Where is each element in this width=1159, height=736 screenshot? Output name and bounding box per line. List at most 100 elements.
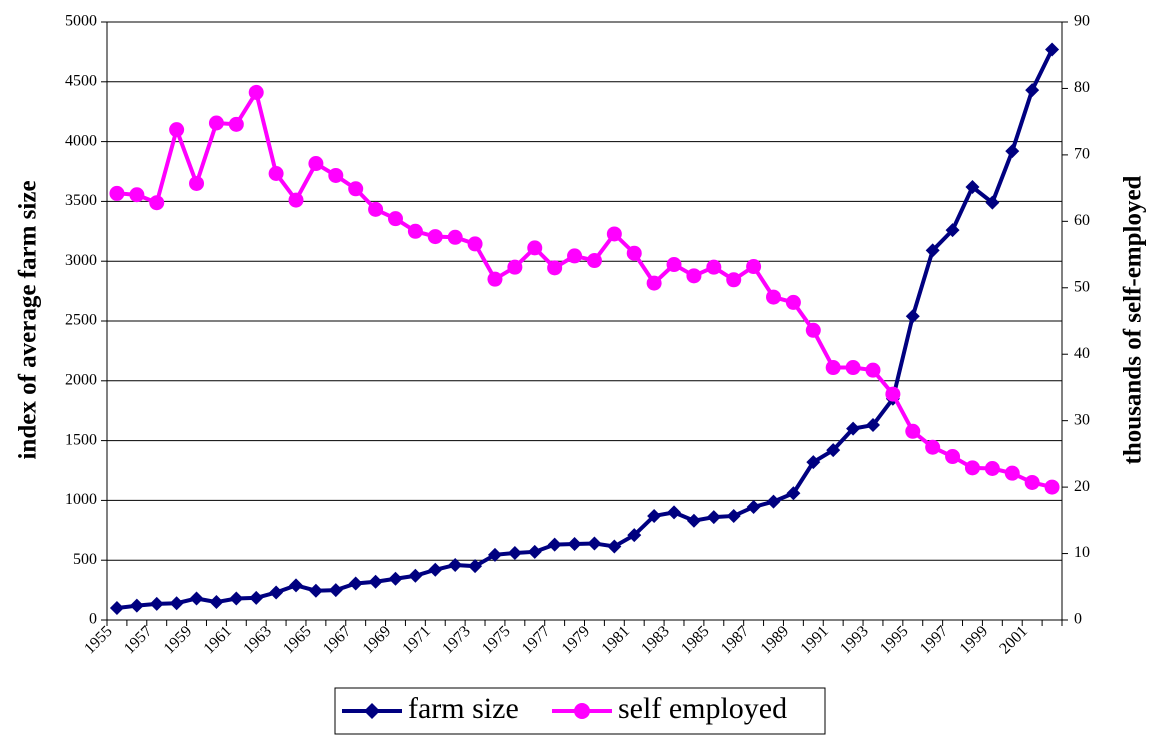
y-tick-label: 0 xyxy=(89,611,97,628)
marker xyxy=(547,537,562,552)
marker xyxy=(606,226,622,242)
y-tick-label: 2500 xyxy=(65,312,97,329)
x-tick-label: 1987 xyxy=(718,623,753,658)
marker xyxy=(408,568,423,583)
marker xyxy=(189,175,205,191)
marker xyxy=(547,260,563,276)
x-tick-label: 1955 xyxy=(81,623,116,658)
marker xyxy=(586,253,602,269)
marker xyxy=(865,418,880,433)
marker xyxy=(388,571,403,586)
marker xyxy=(328,583,343,598)
y2-tick-label: 70 xyxy=(1074,146,1090,163)
marker xyxy=(925,439,941,455)
marker xyxy=(607,539,622,554)
marker xyxy=(228,116,244,132)
marker xyxy=(288,192,304,208)
marker xyxy=(905,423,921,439)
marker xyxy=(189,591,204,606)
marker xyxy=(746,259,762,275)
marker xyxy=(647,508,662,523)
marker xyxy=(209,595,224,610)
x-tick-label: 1975 xyxy=(479,623,514,658)
marker xyxy=(249,590,264,605)
x-tick-label: 1989 xyxy=(758,623,793,658)
marker xyxy=(328,167,344,183)
marker xyxy=(208,115,224,131)
marker xyxy=(348,576,363,591)
marker xyxy=(248,84,264,100)
marker xyxy=(925,243,940,258)
y-axis-title: index of average farm size xyxy=(15,180,42,459)
marker xyxy=(846,421,861,436)
series-line xyxy=(116,48,1054,611)
marker xyxy=(1045,42,1060,57)
y2-axis-title: thousands of self-employed xyxy=(1120,175,1147,464)
marker xyxy=(587,536,602,551)
marker xyxy=(447,229,463,245)
marker xyxy=(985,195,1000,210)
marker xyxy=(726,272,742,288)
marker xyxy=(805,322,821,338)
marker xyxy=(229,591,244,606)
x-tick-label: 1967 xyxy=(320,623,355,658)
y2-tick-label: 10 xyxy=(1074,544,1090,561)
marker xyxy=(149,596,164,611)
marker xyxy=(785,294,801,310)
y-tick-label: 1500 xyxy=(65,431,97,448)
marker xyxy=(428,562,443,577)
y-tick-label: 2000 xyxy=(65,371,97,388)
marker xyxy=(686,513,701,528)
marker xyxy=(268,165,284,181)
marker xyxy=(427,229,443,245)
marker xyxy=(109,185,125,201)
legend-marker xyxy=(574,703,590,719)
marker xyxy=(865,362,881,378)
marker xyxy=(766,494,781,509)
marker xyxy=(308,156,324,172)
x-tick-label: 1969 xyxy=(360,623,395,658)
marker xyxy=(169,122,185,138)
marker xyxy=(964,460,980,476)
y-tick-label: 500 xyxy=(73,551,97,568)
y2-tick-label: 40 xyxy=(1074,345,1090,362)
y2-tick-label: 20 xyxy=(1074,478,1090,495)
x-tick-label: 1983 xyxy=(638,623,673,658)
x-tick-label: 1965 xyxy=(280,623,315,658)
y2-tick-label: 50 xyxy=(1074,278,1090,295)
y2-tick-label: 30 xyxy=(1074,411,1090,428)
y2-tick-label: 60 xyxy=(1074,212,1090,229)
marker xyxy=(667,505,682,520)
x-tick-label: 1971 xyxy=(399,623,434,658)
marker xyxy=(289,578,304,593)
marker xyxy=(149,195,165,211)
marker xyxy=(746,499,761,514)
marker xyxy=(487,547,502,562)
x-tick-label: 2001 xyxy=(996,623,1031,658)
marker xyxy=(129,598,144,613)
marker xyxy=(945,223,960,238)
x-tick-label: 1977 xyxy=(519,623,554,658)
marker xyxy=(826,443,841,458)
marker xyxy=(567,248,583,264)
x-tick-label: 1959 xyxy=(161,623,196,658)
marker xyxy=(487,271,503,287)
x-tick-label: 1995 xyxy=(877,623,912,658)
y-tick-label: 4000 xyxy=(65,132,97,149)
x-tick-label: 1991 xyxy=(797,623,832,658)
marker xyxy=(407,223,423,239)
legend-label: self employed xyxy=(618,692,787,725)
marker xyxy=(468,559,483,574)
marker xyxy=(706,510,721,525)
marker xyxy=(1005,144,1020,159)
marker xyxy=(626,245,642,261)
marker xyxy=(686,268,702,284)
x-tick-label: 1979 xyxy=(559,623,594,658)
marker xyxy=(368,201,384,217)
y-tick-label: 5000 xyxy=(65,13,97,30)
x-tick-label: 1997 xyxy=(917,623,952,658)
x-tick-label: 1961 xyxy=(201,623,236,658)
y-tick-label: 1000 xyxy=(65,491,97,508)
